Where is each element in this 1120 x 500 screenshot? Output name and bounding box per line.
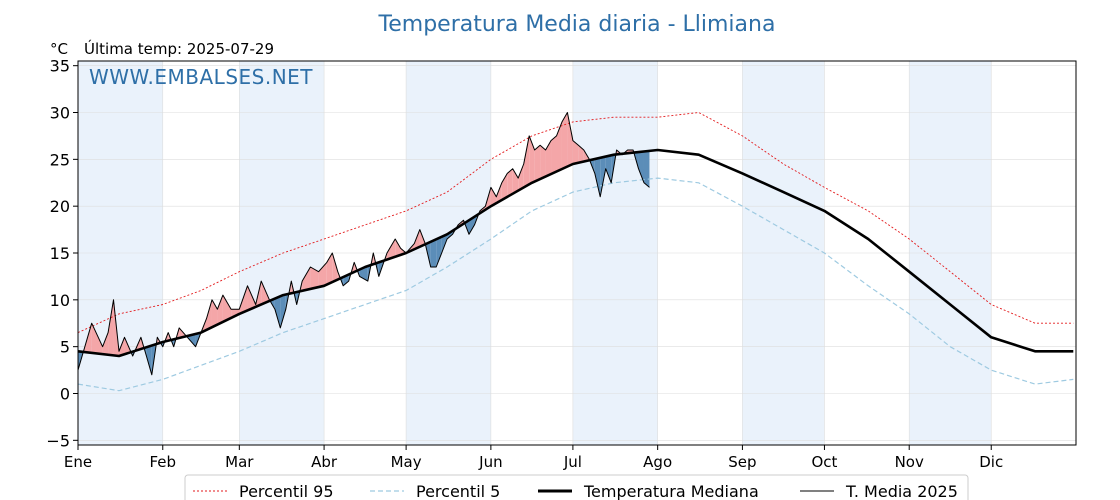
anomaly-fill <box>600 156 606 197</box>
x-tick-label: Abr <box>311 453 338 471</box>
anomaly-fill <box>274 296 281 328</box>
unit-label: °C <box>50 40 68 58</box>
legend-box <box>184 474 969 500</box>
anomaly-fill <box>318 262 327 288</box>
anomaly-fill <box>247 285 256 311</box>
anomaly-fills <box>78 112 650 375</box>
anomaly-fill <box>102 332 109 355</box>
anomaly-fill <box>310 267 319 289</box>
anomaly-fill <box>108 299 114 356</box>
anomaly-fill <box>512 168 519 194</box>
anomaly-fill <box>561 112 568 170</box>
y-tick-label: 20 <box>50 197 70 216</box>
anomaly-fill <box>206 299 212 330</box>
x-tick-label: Sep <box>728 453 756 471</box>
anomaly-fill <box>643 150 650 188</box>
anomaly-fill <box>395 238 401 257</box>
anomaly-fill <box>540 145 546 180</box>
anomaly-fill <box>490 187 497 207</box>
anomaly-fill <box>91 323 103 355</box>
series-line-year <box>77 112 650 376</box>
anomaly-fill <box>414 229 420 250</box>
anomaly-fill <box>572 140 579 165</box>
x-tick-label: Jul <box>563 453 582 471</box>
x-tick-label: Dic <box>979 453 1003 471</box>
anomaly-fill <box>534 145 541 182</box>
y-tick-label: −5 <box>46 431 70 450</box>
anomaly-fill <box>222 295 232 322</box>
chart-title: Temperatura Media diaria - Llimiana <box>378 12 776 37</box>
series-line-p95 <box>77 112 1074 334</box>
y-tick-label: 35 <box>50 57 70 76</box>
series-line-p5 <box>77 177 1074 392</box>
anomaly-fill <box>436 236 442 268</box>
x-tick-label: Nov <box>895 453 924 471</box>
x-tick-label: Feb <box>149 453 176 471</box>
legend-label-year: T. Media 2025 <box>845 482 958 500</box>
legend: Percentil 95 Percentil 5 Temperatura Med… <box>184 474 969 500</box>
anomaly-fill <box>507 168 513 197</box>
anomaly-fill <box>638 151 644 183</box>
y-tick-label: 10 <box>50 291 70 310</box>
y-tick-label: 0 <box>60 384 70 403</box>
x-tick-label: Oct <box>811 453 837 471</box>
anomaly-fill <box>430 239 437 268</box>
anomaly-fill <box>146 345 152 375</box>
legend-label-median: Temperatura Mediana <box>583 482 759 500</box>
y-tick-label: 25 <box>50 150 70 169</box>
anomaly-fill <box>332 253 338 283</box>
anomaly-fill <box>578 145 584 163</box>
anomaly-fill <box>280 294 286 328</box>
last-temp-label: Última temp: 2025-07-29 <box>84 39 274 58</box>
y-tick-label: 15 <box>50 244 70 263</box>
x-tick-label: Mar <box>225 453 254 471</box>
anomaly-fill <box>605 155 612 183</box>
x-tick-label: Ago <box>643 453 672 471</box>
anomaly-fill <box>187 333 196 347</box>
x-tick-label: May <box>391 453 422 471</box>
anomaly-fill <box>523 135 530 188</box>
series-lines <box>77 112 1074 392</box>
watermark: WWW.EMBALSES.NET <box>89 65 313 89</box>
y-tick-label: 5 <box>60 338 70 357</box>
anomaly-fill <box>529 135 535 185</box>
anomaly-fill <box>556 121 562 172</box>
legend-label-p95: Percentil 95 <box>239 482 334 500</box>
y-tick-label: 30 <box>50 104 70 123</box>
x-axis: Ene Feb Mar Abr May Jun Jul Ago Sep Oct Nov Dic <box>64 445 1003 471</box>
x-tick-label: Ene <box>64 453 92 471</box>
anomaly-fill <box>501 173 508 200</box>
anomaly-fill <box>496 182 502 204</box>
anomaly-fill <box>386 238 396 260</box>
series-line-median <box>77 148 1074 358</box>
anomaly-fill <box>302 267 311 291</box>
anomaly-fill <box>545 140 552 177</box>
anomaly-fill <box>211 299 218 328</box>
legend-label-p5: Percentil 5 <box>416 482 500 500</box>
x-tick-label: Jun <box>478 453 502 471</box>
y-axis: −5 0 5 10 15 20 25 30 35 <box>46 57 78 450</box>
anomaly-fill <box>567 112 573 167</box>
anomaly-fill <box>518 164 524 191</box>
anomaly-fill <box>217 295 223 325</box>
anomaly-fill <box>594 157 601 197</box>
anomaly-fill <box>468 216 475 235</box>
anomaly-fill <box>551 135 557 175</box>
